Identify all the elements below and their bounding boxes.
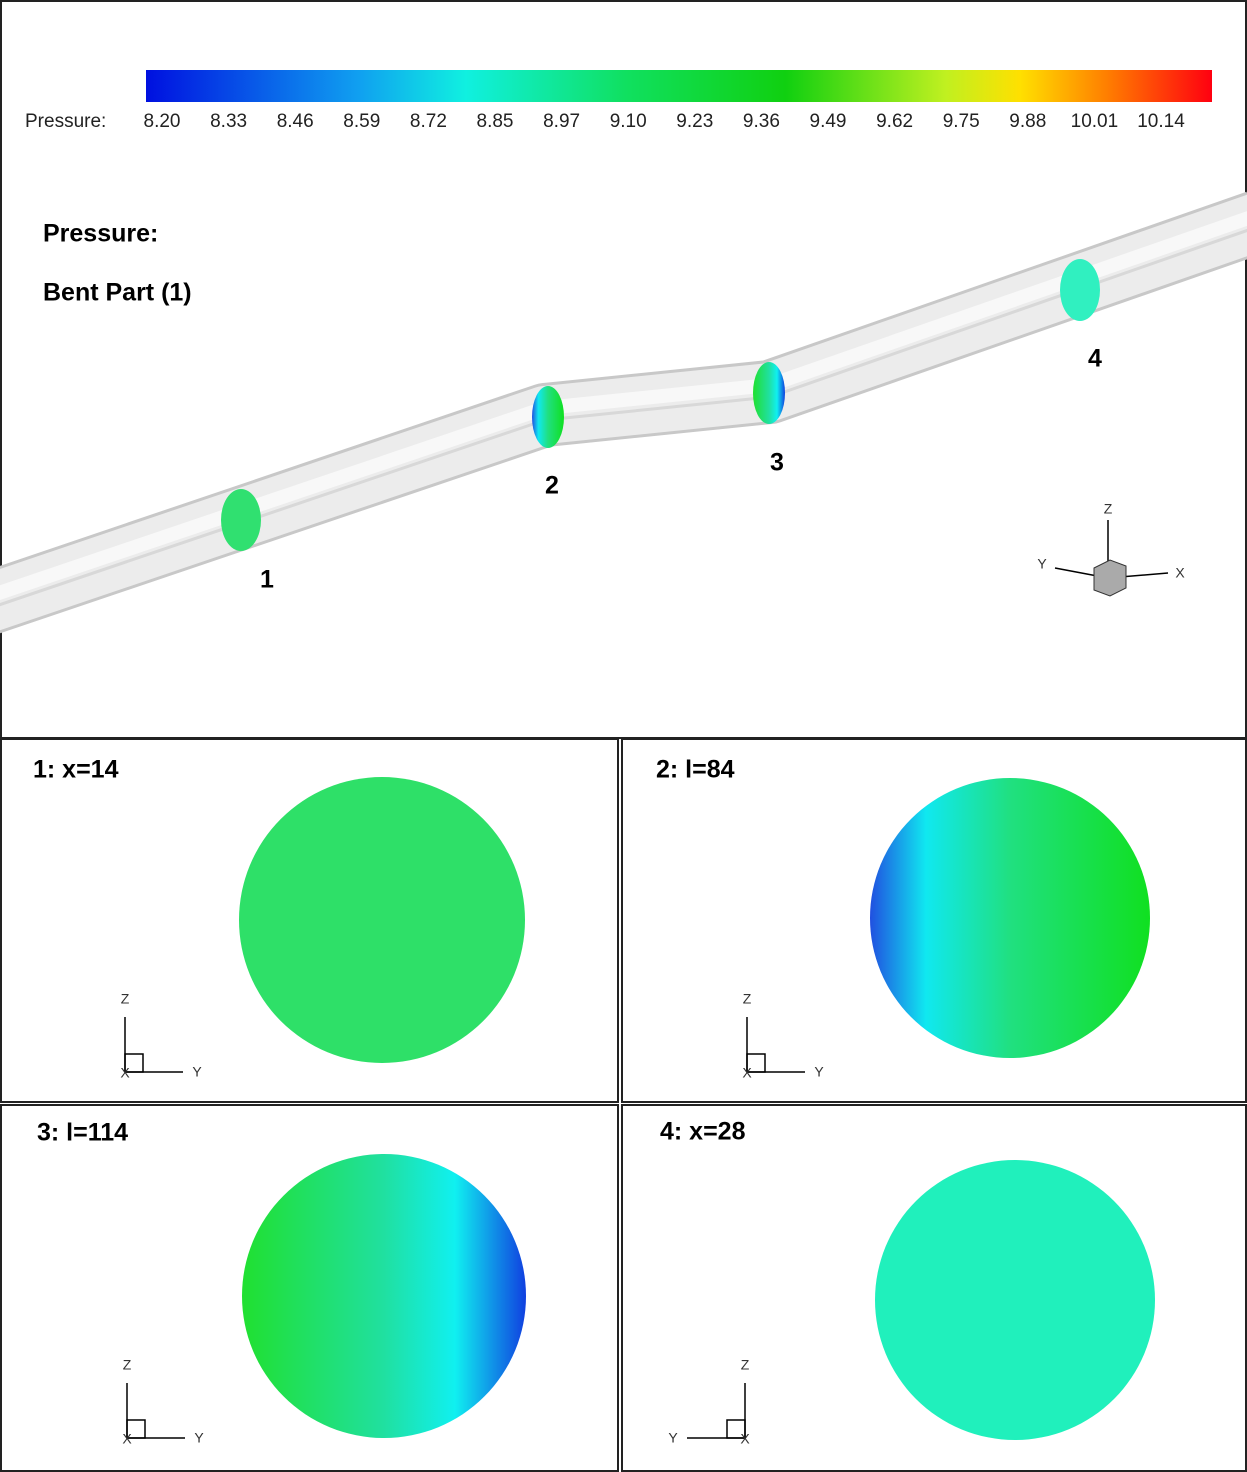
section-label: 4 — [1088, 345, 1102, 373]
axis-letter: Y — [814, 1064, 824, 1080]
axis-letter: Y — [1037, 556, 1047, 572]
colorbar-tick: 8.72 — [410, 111, 447, 132]
axis-letter: Z — [741, 1357, 750, 1373]
colorbar-tick: 10.14 — [1137, 111, 1185, 132]
panel-border — [0, 1104, 619, 1472]
panel-title: 2: l=84 — [656, 756, 735, 784]
panel-border — [621, 1104, 1247, 1472]
colorbar-tick: 8.59 — [343, 111, 380, 132]
colorbar-tick: 9.36 — [743, 111, 780, 132]
axis-box — [126, 1419, 146, 1439]
section-slice — [532, 386, 564, 448]
colorbar-label: Pressure: — [25, 111, 106, 132]
axis-letter: X — [742, 1065, 752, 1081]
axis-letter: Z — [743, 991, 752, 1007]
view-subtitle: Bent Part (1) — [43, 279, 192, 307]
colorbar-ticks: 8.20 8.33 8.46 8.59 8.72 8.85 8.97 9.10 9.23 9.36… — [144, 111, 1186, 132]
axis-letter: Y — [192, 1064, 202, 1080]
section-label: 2 — [545, 472, 559, 500]
axis-letter: X — [120, 1065, 130, 1081]
axis-triad: Z Y X — [1037, 501, 1185, 597]
section-slice — [221, 489, 261, 551]
section-view — [870, 778, 1150, 1058]
section-view — [875, 1160, 1155, 1440]
pipe — [0, 191, 1247, 634]
colorbar-tick: 8.20 — [144, 111, 181, 132]
colorbar-tick: 9.10 — [610, 111, 647, 132]
colorbar-tick: 8.33 — [210, 111, 247, 132]
axis-letter: X — [1175, 565, 1185, 581]
colorbar-tick: 9.88 — [1009, 111, 1046, 132]
axis-box — [746, 1053, 766, 1073]
axis-letter: Z — [121, 991, 130, 1007]
colorbar-tick: 10.01 — [1071, 111, 1119, 132]
section-view — [239, 777, 525, 1063]
axis-box — [726, 1419, 746, 1439]
section-label: 3 — [770, 449, 784, 477]
colorbar-tick: 9.62 — [876, 111, 913, 132]
axis-letter: Z — [123, 1357, 132, 1373]
axis-letter: Z — [1104, 501, 1113, 517]
panel-border — [0, 738, 619, 1103]
colorbar-tick: 8.46 — [277, 111, 314, 132]
panel-title: 4: x=28 — [660, 1118, 746, 1146]
axis-letter: X — [740, 1431, 750, 1447]
axis-letter: Y — [194, 1430, 204, 1446]
section-slice — [753, 362, 785, 424]
section-view — [242, 1154, 526, 1438]
colorbar-tick: 9.75 — [943, 111, 980, 132]
axis-box — [124, 1053, 144, 1073]
section-label: 1 — [260, 566, 274, 594]
colorbar-tick: 9.23 — [676, 111, 713, 132]
colorbar — [146, 70, 1212, 102]
panel-title: 1: x=14 — [33, 756, 119, 784]
axis-letter: Y — [668, 1430, 678, 1446]
colorbar-tick: 9.49 — [810, 111, 847, 132]
section-slice — [1060, 259, 1100, 321]
panel-triads: Z Y X Z Y X Z Y X Z Y X — [120, 991, 824, 1447]
view-title: Pressure: — [43, 220, 158, 248]
panel-border — [621, 738, 1247, 1103]
axis-letter: X — [122, 1431, 132, 1447]
colorbar-tick: 8.97 — [543, 111, 580, 132]
panel-title: 3: l=114 — [37, 1119, 128, 1147]
colorbar-tick: 8.85 — [477, 111, 514, 132]
